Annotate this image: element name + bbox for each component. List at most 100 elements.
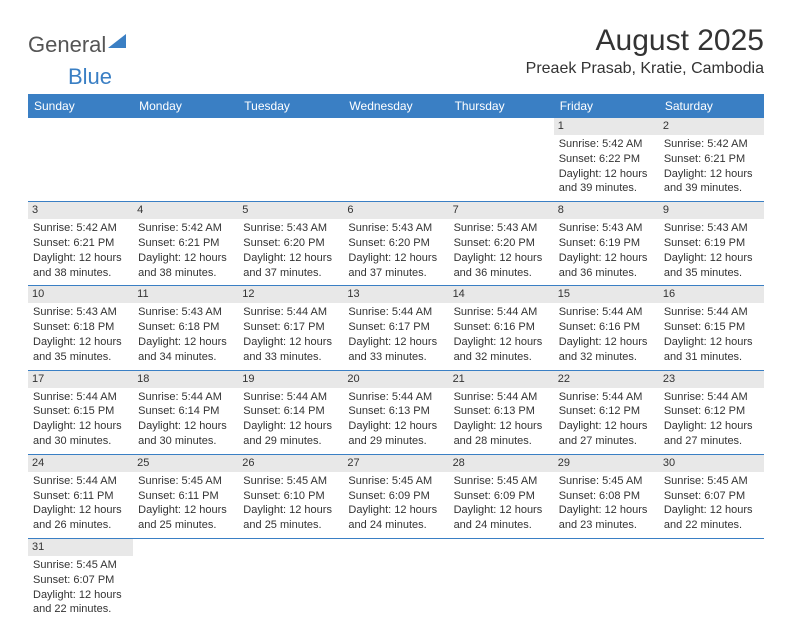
cell-daylight1: Daylight: 12 hours	[559, 335, 654, 350]
calendar-cell: 12Sunrise: 5:44 AMSunset: 6:17 PMDayligh…	[238, 286, 343, 370]
cell-sunrise: Sunrise: 5:43 AM	[243, 221, 338, 236]
cell-sunrise: Sunrise: 5:45 AM	[559, 474, 654, 489]
day-number: 3	[28, 202, 133, 219]
day-number: 9	[659, 202, 764, 219]
calendar-week-row: 31Sunrise: 5:45 AMSunset: 6:07 PMDayligh…	[28, 539, 764, 622]
cell-sunset: Sunset: 6:21 PM	[33, 236, 128, 251]
cell-daylight1: Daylight: 12 hours	[664, 503, 759, 518]
calendar-cell: 11Sunrise: 5:43 AMSunset: 6:18 PMDayligh…	[133, 286, 238, 370]
cell-sunrise: Sunrise: 5:44 AM	[138, 390, 233, 405]
cell-daylight1: Daylight: 12 hours	[138, 335, 233, 350]
cell-sunrise: Sunrise: 5:44 AM	[664, 390, 759, 405]
cell-sunset: Sunset: 6:14 PM	[243, 404, 338, 419]
cell-sunset: Sunset: 6:12 PM	[559, 404, 654, 419]
weekday-fri: Friday	[554, 94, 659, 118]
calendar-cell: 7Sunrise: 5:43 AMSunset: 6:20 PMDaylight…	[449, 202, 554, 286]
month-title: August 2025	[526, 24, 764, 58]
cell-sunrise: Sunrise: 5:44 AM	[348, 390, 443, 405]
cell-sunrise: Sunrise: 5:44 AM	[454, 390, 549, 405]
cell-daylight2: and 33 minutes.	[243, 350, 338, 365]
cell-sunset: Sunset: 6:18 PM	[138, 320, 233, 335]
cell-daylight1: Daylight: 12 hours	[243, 251, 338, 266]
cell-daylight1: Daylight: 12 hours	[243, 419, 338, 434]
cell-sunrise: Sunrise: 5:44 AM	[243, 305, 338, 320]
cell-daylight1: Daylight: 12 hours	[348, 503, 443, 518]
calendar-cell: 29 Sunrise: 5:45 AMSunset: 6:08 PMDayligh…	[554, 454, 659, 538]
cell-sunrise: Sunrise: 5:42 AM	[559, 137, 654, 152]
cell-daylight2: and 33 minutes.	[348, 350, 443, 365]
cell-sunset: Sunset: 6:19 PM	[559, 236, 654, 251]
calendar-week-row: 24Sunrise: 5:44 AMSunset: 6:11 PMDayligh…	[28, 454, 764, 538]
cell-sunset: Sunset: 6:15 PM	[33, 404, 128, 419]
day-number: 15	[554, 286, 659, 303]
cell-sunrise: Sunrise: 5:44 AM	[559, 305, 654, 320]
cell-daylight1: Daylight: 12 hours	[664, 167, 759, 182]
cell-sunrise: Sunrise: 5:44 AM	[454, 305, 549, 320]
calendar-cell: 2Sunrise: 5:42 AMSunset: 6:21 PMDaylight…	[659, 118, 764, 202]
cell-sunset: Sunset: 6:08 PM	[559, 489, 654, 504]
calendar-cell: 31Sunrise: 5:45 AMSunset: 6:07 PMDayligh…	[28, 539, 133, 622]
cell-sunrise: Sunrise: 5:45 AM	[454, 474, 549, 489]
cell-daylight1: Daylight: 12 hours	[559, 251, 654, 266]
calendar-cell: 22Sunrise: 5:44 AMSunset: 6:12 PMDayligh…	[554, 370, 659, 454]
cell-daylight1: Daylight: 12 hours	[33, 335, 128, 350]
logo-text-1: General	[28, 32, 106, 58]
cell-sunset: Sunset: 6:17 PM	[348, 320, 443, 335]
cell-sunset: Sunset: 6:07 PM	[664, 489, 759, 504]
calendar-cell	[133, 118, 238, 202]
weekday-sat: Saturday	[659, 94, 764, 118]
cell-sunset: Sunset: 6:14 PM	[138, 404, 233, 419]
day-number: 27	[343, 455, 448, 472]
calendar-cell: 4Sunrise: 5:42 AMSunset: 6:21 PMDaylight…	[133, 202, 238, 286]
logo: General	[28, 28, 130, 62]
day-number: 22	[554, 371, 659, 388]
cell-sunrise: Sunrise: 5:43 AM	[664, 221, 759, 236]
day-number: 1	[554, 118, 659, 135]
cell-daylight1: Daylight: 12 hours	[33, 419, 128, 434]
day-number: 10	[28, 286, 133, 303]
day-number: 29	[554, 455, 659, 472]
cell-sunset: Sunset: 6:22 PM	[559, 152, 654, 167]
cell-daylight2: and 34 minutes.	[138, 350, 233, 365]
day-number: 4	[133, 202, 238, 219]
calendar-cell	[238, 118, 343, 202]
cell-daylight2: and 32 minutes.	[559, 350, 654, 365]
cell-sunset: Sunset: 6:20 PM	[243, 236, 338, 251]
logo-sail-icon	[108, 28, 130, 54]
cell-daylight1: Daylight: 12 hours	[664, 335, 759, 350]
cell-sunrise: Sunrise: 5:44 AM	[33, 390, 128, 405]
calendar-body: 1 Sunrise: 5:42 AMSunset: 6:22 PM Daylight…	[28, 118, 764, 622]
cell-daylight2: and 24 minutes.	[348, 518, 443, 533]
day-number: 2	[659, 118, 764, 135]
day-number: 13	[343, 286, 448, 303]
day-number: 28	[449, 455, 554, 472]
cell-sunset: Sunset: 6:11 PM	[138, 489, 233, 504]
cell-sunrise: Sunrise: 5:45 AM	[138, 474, 233, 489]
day-number: 18	[133, 371, 238, 388]
cell-daylight2: and 23 minutes.	[559, 518, 654, 533]
day-number: 14	[449, 286, 554, 303]
cell-sunrise: Sunrise: 5:43 AM	[138, 305, 233, 320]
calendar-cell: 13Sunrise: 5:44 AMSunset: 6:17 PMDayligh…	[343, 286, 448, 370]
cell-daylight1: Daylight: 12 hours	[559, 503, 654, 518]
day-number: 25	[133, 455, 238, 472]
cell-daylight1: Daylight: 12 hours	[348, 419, 443, 434]
calendar-table: Sunday Monday Tuesday Wednesday Thursday…	[28, 94, 764, 622]
calendar-cell: 1Sunrise: 5:42 AMSunset: 6:22 PMDaylight…	[554, 118, 659, 202]
cell-sunset: Sunset: 6:12 PM	[664, 404, 759, 419]
calendar-cell	[449, 118, 554, 202]
cell-daylight2: and 36 minutes.	[559, 266, 654, 281]
cell-sunrise: Sunrise: 5:43 AM	[33, 305, 128, 320]
calendar-cell: 5Sunrise: 5:43 AMSunset: 6:20 PMDaylight…	[238, 202, 343, 286]
calendar-cell	[659, 539, 764, 622]
cell-sunrise: Sunrise: 5:43 AM	[454, 221, 549, 236]
cell-sunset: Sunset: 6:07 PM	[33, 573, 128, 588]
cell-daylight1: Daylight: 12 hours	[243, 503, 338, 518]
cell-daylight1: Daylight: 12 hours	[138, 419, 233, 434]
cell-sunset: Sunset: 6:13 PM	[454, 404, 549, 419]
logo-text-2: Blue	[68, 64, 112, 89]
cell-daylight1: Daylight: 12 hours	[33, 588, 128, 603]
cell-sunset: Sunset: 6:16 PM	[559, 320, 654, 335]
calendar-cell: 30Sunrise: 5:45 AMSunset: 6:07 PMDayligh…	[659, 454, 764, 538]
cell-daylight1: Daylight: 12 hours	[348, 335, 443, 350]
